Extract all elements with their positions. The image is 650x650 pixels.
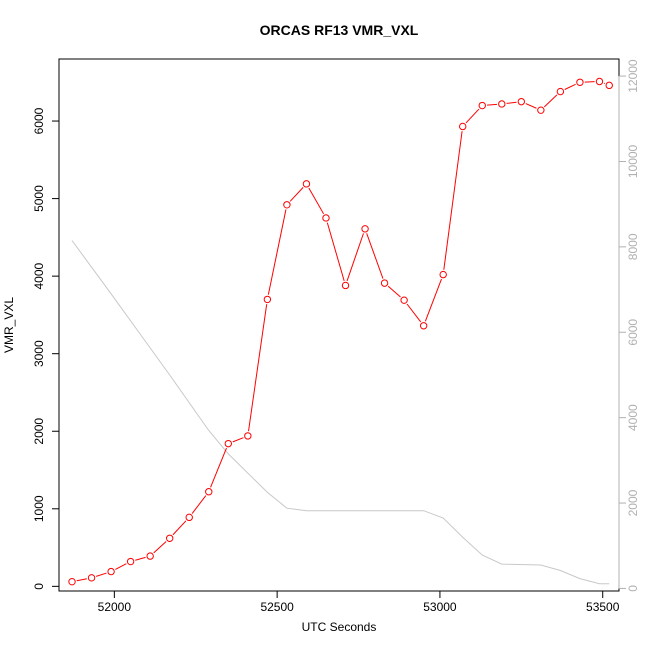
data-point	[205, 488, 213, 496]
series-line-secondary	[71, 240, 610, 585]
data-point	[576, 78, 584, 86]
data-point	[537, 106, 545, 114]
series-line-segment	[326, 222, 345, 281]
series-line-segment	[487, 103, 498, 106]
data-point	[400, 296, 408, 304]
series-line-segment	[406, 303, 422, 323]
chart-title: ORCAS RF13 VMR_VXL	[260, 22, 419, 38]
data-point	[322, 214, 330, 222]
series-line-segment	[210, 447, 227, 488]
data-point	[302, 180, 311, 188]
data-point	[478, 101, 486, 110]
series-line-segment	[308, 187, 325, 215]
data-point	[224, 439, 233, 448]
data-point	[185, 513, 193, 522]
series-line-segment	[465, 108, 480, 124]
y-axis-right: 0 2000 4000 6000 8000 10000 12000	[618, 59, 640, 592]
y-tick-label: 2000	[32, 418, 46, 445]
data-point	[68, 577, 76, 586]
series-line-segment	[153, 541, 167, 554]
series-layer	[68, 77, 613, 586]
x-tick-label: 52500	[260, 600, 294, 614]
y2-tick-label: 2000	[626, 489, 640, 516]
series-line-segment	[172, 520, 187, 536]
series-line-segment	[366, 233, 384, 279]
data-point	[361, 225, 369, 233]
y-tick-label: 3000	[32, 340, 46, 367]
data-point	[556, 87, 565, 96]
data-point	[283, 201, 291, 209]
series-line-segment	[95, 572, 107, 577]
series-line-segment	[564, 83, 576, 90]
x-tick-label: 52000	[98, 600, 132, 614]
y2-tick-label: 10000	[626, 144, 640, 178]
data-point	[517, 97, 526, 106]
y-tick-label: 5000	[32, 185, 46, 212]
data-point	[380, 279, 389, 287]
y2-tick-label: 0	[626, 585, 640, 592]
y-axis-left: 0 1000 2000 3000 4000 5000 6000	[32, 107, 60, 590]
series-line-segment	[76, 578, 87, 582]
data-point	[107, 567, 115, 576]
series-line-segment	[543, 94, 558, 108]
y2-tick-label: 8000	[626, 233, 640, 260]
x-tick-label: 53500	[586, 600, 620, 614]
series-line-segment	[346, 233, 364, 282]
series-line-segment	[232, 437, 244, 443]
series-line-segment	[267, 209, 287, 295]
y2-tick-label: 12000	[626, 59, 640, 93]
data-point	[459, 122, 467, 131]
y-tick-label: 1000	[32, 495, 46, 522]
series-line-segment	[115, 563, 127, 570]
x-tick-label: 53000	[423, 600, 457, 614]
series-line-segment	[387, 285, 401, 298]
data-point	[605, 81, 613, 90]
series-line-segment	[289, 187, 304, 202]
data-point	[439, 270, 447, 279]
data-point	[498, 100, 506, 108]
y-tick-label: 0	[32, 583, 46, 590]
series-line-segment	[443, 131, 463, 270]
x-axis: 52000 52500 53000 53500	[98, 590, 620, 614]
series-line-segment	[506, 101, 517, 104]
y-axis-label: VMR_VXL	[2, 297, 16, 353]
x-axis-label: UTC Seconds	[302, 620, 377, 634]
series-line-segment	[248, 304, 268, 432]
data-point	[146, 552, 154, 560]
data-point	[87, 574, 96, 582]
data-point	[595, 77, 604, 86]
series-line-segment	[525, 103, 537, 109]
data-point	[244, 432, 252, 440]
data-point	[126, 557, 135, 566]
data-point	[263, 295, 272, 304]
y2-tick-label: 4000	[626, 404, 640, 431]
series-line-segment	[191, 495, 207, 514]
y2-tick-label: 6000	[626, 319, 640, 346]
series-line-segment	[135, 556, 146, 561]
y-tick-label: 6000	[32, 107, 46, 134]
series-line-segment	[424, 278, 442, 322]
data-point	[165, 534, 174, 542]
data-point	[341, 281, 350, 290]
y-tick-label: 4000	[32, 262, 46, 289]
data-point	[419, 322, 428, 330]
